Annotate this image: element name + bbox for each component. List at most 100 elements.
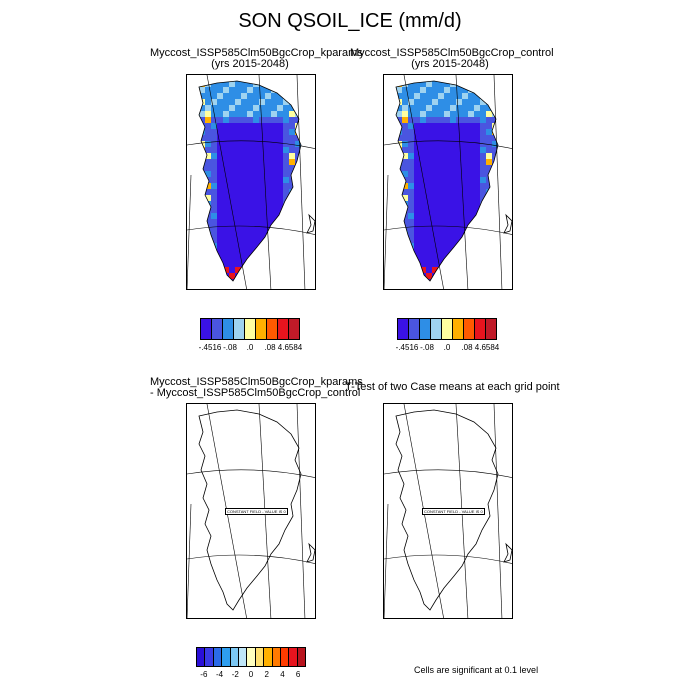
- grid-cell: [462, 201, 468, 207]
- grid-cell: [426, 255, 432, 261]
- grid-cell: [474, 75, 480, 81]
- grid-cell: [217, 225, 223, 231]
- grid-cell: [229, 135, 235, 141]
- colorbar-difference-swatch: [230, 648, 239, 666]
- grid-cell: [486, 129, 492, 135]
- grid-cell: [289, 159, 295, 165]
- grid-cell: [510, 255, 513, 261]
- grid-cell: [450, 153, 456, 159]
- grid-cell: [504, 75, 510, 81]
- grid-cell: [313, 153, 316, 159]
- grid-cell: [247, 243, 253, 249]
- grid-cell: [456, 231, 462, 237]
- grid-cell: [295, 285, 301, 290]
- grid-cell: [205, 195, 211, 201]
- grid-cell: [193, 135, 199, 141]
- colorbar-panel1-tick-label: .0: [246, 343, 254, 352]
- grid-cell: [223, 183, 229, 189]
- grid-cell: [235, 81, 241, 87]
- grid-cell: [504, 195, 510, 201]
- grid-cell: [247, 141, 253, 147]
- grid-cell: [313, 123, 316, 129]
- panel4-constant-field-label: CONSTANT FIELD - VALUE IS 0: [422, 508, 485, 515]
- grid-cell: [205, 255, 211, 261]
- colorbar-panel1-tick-label: -.08: [223, 343, 237, 352]
- graticule-line: [187, 554, 315, 564]
- grid-cell: [450, 117, 456, 123]
- grid-cell: [295, 117, 301, 123]
- grid-cell: [307, 93, 313, 99]
- grid-cell: [283, 105, 289, 111]
- graticule-line: [403, 75, 444, 289]
- grid-cell: [217, 105, 223, 111]
- panel3-title-line2: - Myccost_ISSP585Clm50BgcCrop_control: [150, 387, 361, 399]
- grid-cell: [408, 183, 414, 189]
- grid-cell: [486, 183, 492, 189]
- grid-cell: [438, 81, 444, 87]
- colorbar-panel2-swatch: [475, 319, 486, 339]
- grid-cell: [498, 87, 504, 93]
- grid-cell: [444, 129, 450, 135]
- grid-cell: [432, 267, 438, 273]
- grid-cell: [414, 123, 420, 129]
- grid-cell: [259, 75, 265, 81]
- grid-cell: [384, 81, 390, 87]
- grid-cell: [271, 273, 277, 279]
- colorbar-panel1-labels: -.4516 -.08.0.08 4.6584: [199, 343, 303, 353]
- grid-cell: [480, 159, 486, 165]
- grid-cell: [277, 165, 283, 171]
- grid-cell: [199, 249, 205, 255]
- grid-cell: [313, 171, 316, 177]
- grid-cell: [426, 111, 432, 117]
- grid-cell: [468, 153, 474, 159]
- grid-cell: [211, 165, 217, 171]
- grid-cell: [510, 93, 513, 99]
- grid-cell: [408, 267, 414, 273]
- grid-cell: [510, 123, 513, 129]
- grid-cell: [438, 279, 444, 281]
- grid-cell: [247, 285, 253, 290]
- colorbar-difference-swatch: [280, 648, 290, 666]
- grid-cell: [217, 219, 223, 225]
- grid-cell: [408, 201, 414, 207]
- grid-cell: [307, 267, 313, 273]
- grid-cell: [259, 183, 265, 189]
- grid-cell: [486, 231, 492, 237]
- grid-cell: [384, 153, 390, 159]
- grid-cell: [271, 129, 277, 135]
- grid-cell: [450, 111, 456, 117]
- grid-cell: [420, 279, 426, 281]
- grid-cell: [271, 243, 277, 249]
- grid-cell: [462, 159, 468, 165]
- grid-cell: [205, 135, 211, 141]
- grid-cell: [235, 261, 241, 267]
- graticule-line: [296, 404, 306, 618]
- grid-cell: [414, 279, 420, 281]
- grid-cell: [211, 255, 217, 261]
- grid-cell: [480, 237, 486, 243]
- grid-cell: [229, 129, 235, 135]
- grid-cell: [271, 171, 277, 177]
- colorbar-panel1-tick-label: 4.6584: [277, 343, 303, 352]
- grid-cell: [187, 165, 193, 171]
- colorbar-difference-swatch: [238, 648, 248, 666]
- grid-cell: [468, 165, 474, 171]
- grid-cell: [229, 183, 235, 189]
- grid-cell: [313, 75, 316, 81]
- grid-cell: [462, 93, 468, 99]
- grid-cell: [474, 159, 480, 165]
- grid-cell: [420, 213, 426, 219]
- grid-cell: [468, 195, 474, 201]
- grid-cell: [295, 261, 301, 267]
- grid-cell: [432, 147, 438, 153]
- grid-cell: [498, 189, 504, 195]
- grid-cell: [474, 255, 480, 261]
- grid-cell: [223, 285, 229, 290]
- grid-cell: [211, 267, 217, 273]
- grid-cell: [498, 165, 504, 171]
- grid-cell: [468, 243, 474, 249]
- grid-cell: [504, 171, 510, 177]
- grid-cell: [205, 189, 211, 195]
- grid-cell: [480, 279, 486, 281]
- grid-cell: [193, 171, 199, 177]
